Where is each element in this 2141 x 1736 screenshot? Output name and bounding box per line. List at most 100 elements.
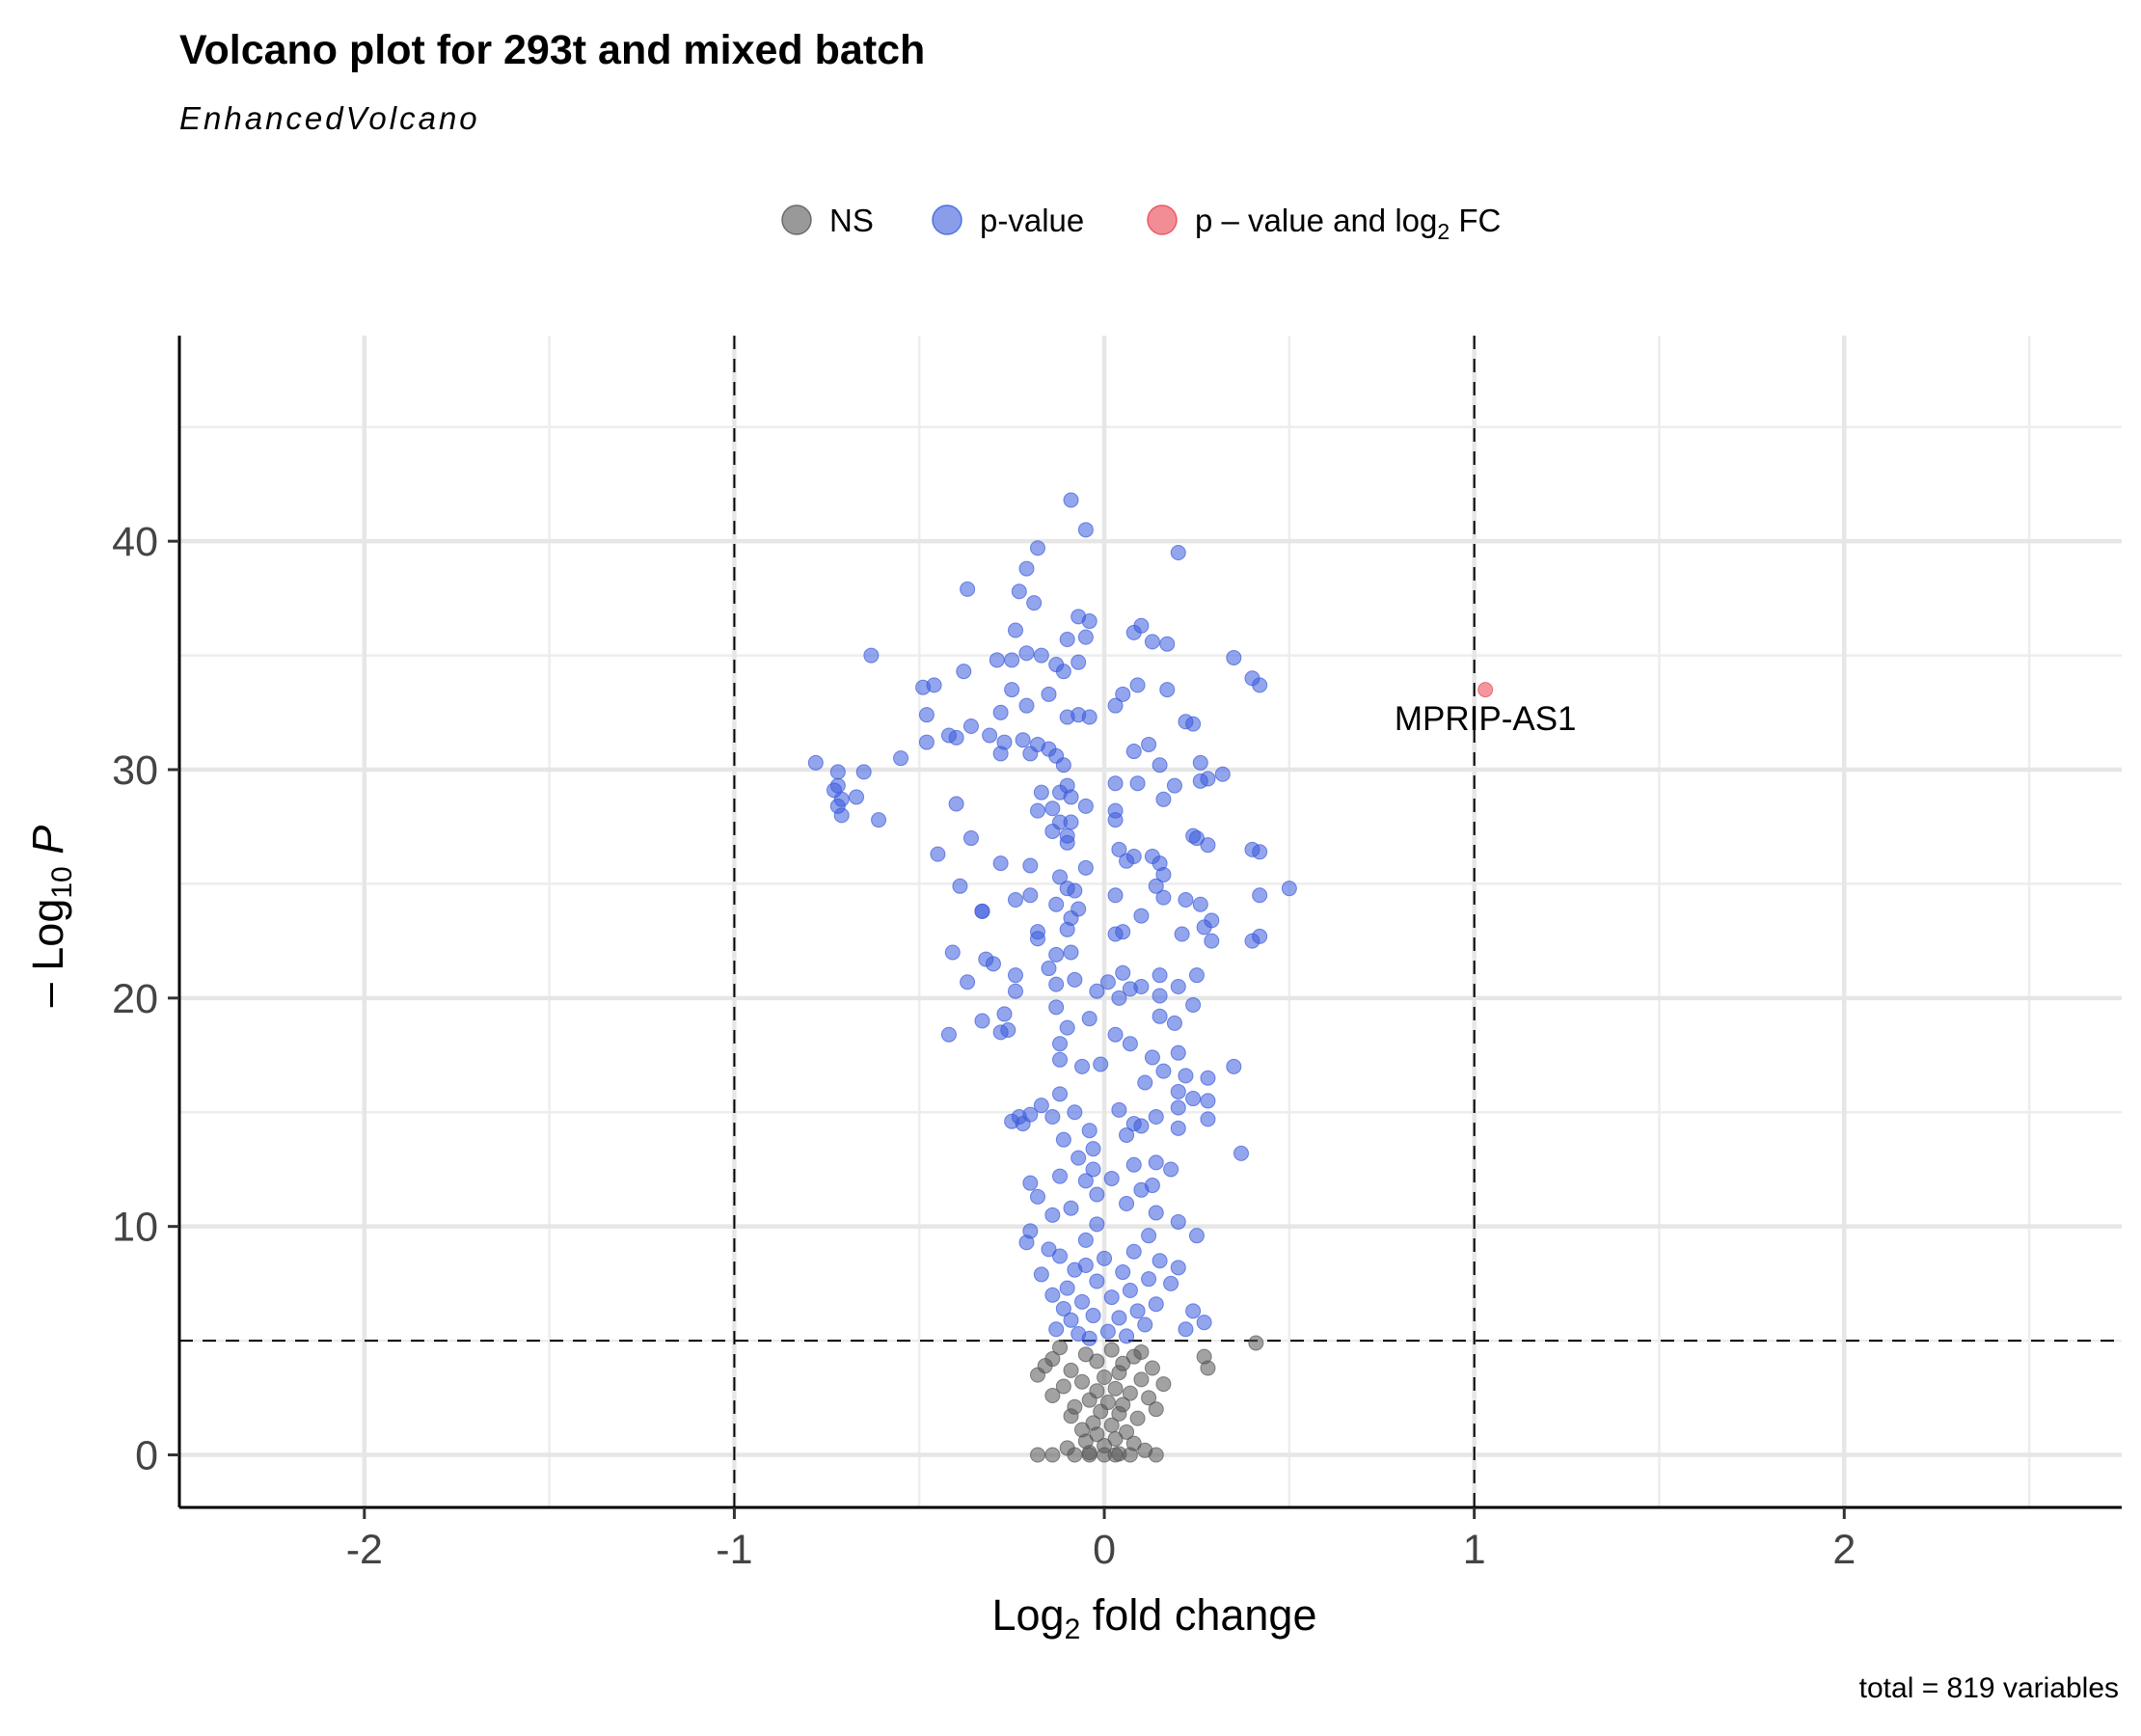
point-ns (1089, 1426, 1105, 1443)
point-p (1055, 1300, 1071, 1316)
point-p (1022, 746, 1039, 762)
point-p (1174, 926, 1190, 942)
point-p (1152, 1008, 1168, 1024)
point-p (1081, 1330, 1098, 1346)
point-p (1107, 926, 1124, 942)
point-p (1074, 1058, 1091, 1074)
point-p (1029, 1188, 1045, 1205)
point-p (1007, 967, 1023, 984)
point-p (1192, 754, 1208, 771)
point-ns (1044, 1447, 1061, 1463)
point-p (1170, 979, 1186, 994)
point-p (1044, 1287, 1061, 1303)
point-p (1067, 1104, 1083, 1121)
point-ns (1089, 1353, 1105, 1370)
point-p (974, 903, 990, 919)
point-ns (1144, 1360, 1160, 1376)
point-p (1004, 682, 1020, 698)
point-p (1070, 1150, 1087, 1166)
point-p (1119, 1126, 1135, 1143)
point-p (996, 1006, 1013, 1022)
point-p (1081, 1011, 1098, 1027)
point-p (918, 734, 935, 750)
point-p (989, 652, 1005, 668)
point-p (1048, 999, 1065, 1016)
point-p (1115, 964, 1131, 981)
point-p (1067, 882, 1083, 899)
point-p (1011, 583, 1027, 600)
point-p (1122, 1036, 1138, 1052)
point-p (1125, 1243, 1142, 1260)
point-p (807, 754, 824, 771)
point-p (833, 807, 850, 824)
point-ns (1107, 1430, 1124, 1447)
y-tick-label: 10 (112, 1205, 158, 1251)
legend: NS p-value p – value and log2 FC (781, 203, 1501, 244)
point-p (1133, 1181, 1150, 1198)
point-p (1048, 946, 1065, 963)
cutoff-lines (179, 336, 2122, 1507)
point-p (1148, 1296, 1164, 1313)
point-p (962, 830, 979, 847)
point-p (944, 944, 961, 961)
x-tick-label: 0 (1093, 1527, 1116, 1573)
point-p (956, 664, 972, 680)
point-p (1022, 887, 1039, 904)
point-ns (1200, 1360, 1216, 1376)
point-p (992, 704, 1009, 720)
chart-title: Volcano plot for 293t and mixed batch (179, 27, 925, 73)
point-p (1185, 996, 1202, 1013)
point-ns (1055, 1378, 1071, 1395)
point-ns (1125, 1348, 1142, 1365)
y-tick-label: 30 (112, 747, 158, 794)
point-p (1015, 732, 1031, 748)
point-p (1048, 976, 1065, 992)
point-p (1226, 1058, 1242, 1074)
point-p (1067, 971, 1083, 988)
point-p (915, 679, 932, 695)
point-p (1170, 1044, 1186, 1061)
point-p (1077, 859, 1094, 876)
point-p (1041, 961, 1057, 977)
point-ns (1111, 1365, 1127, 1381)
point-p (1196, 919, 1212, 936)
point-p (1052, 1168, 1069, 1184)
point-p (1170, 1260, 1186, 1276)
point-p (1063, 1200, 1079, 1216)
point-p (1048, 1321, 1065, 1338)
point-p (1129, 775, 1146, 792)
point-p (1200, 1111, 1216, 1127)
x-tick-label: -2 (346, 1527, 383, 1573)
point-p (1018, 560, 1035, 577)
point-p (1133, 908, 1150, 924)
legend-key-pfc (1147, 204, 1178, 235)
point-p (1074, 1293, 1091, 1310)
point-p (1018, 1234, 1035, 1251)
point-p (1107, 887, 1124, 904)
point-pfc (1477, 682, 1494, 698)
point-ns (1111, 1405, 1127, 1422)
point-p (1152, 757, 1168, 773)
point-ns (1103, 1417, 1120, 1433)
point-p (1099, 974, 1116, 990)
x-tick-label: -1 (716, 1527, 752, 1573)
point-p (1111, 1310, 1127, 1326)
point-p (1129, 1303, 1146, 1319)
y-axis-title: – Log10 P (23, 826, 78, 1008)
point-p (992, 1024, 1009, 1041)
point-ns (1129, 1410, 1146, 1426)
point-p (1192, 896, 1208, 912)
point-p (1192, 773, 1208, 789)
point-ns (1044, 1387, 1061, 1403)
point-p (1099, 1323, 1116, 1340)
point-p (1166, 1015, 1182, 1031)
legend-label-pfc: p – value and log2 FC (1195, 203, 1501, 244)
point-p (1063, 789, 1079, 805)
point-p (1141, 1228, 1157, 1244)
point-p (1103, 1170, 1120, 1186)
point-p (940, 1026, 957, 1043)
point-p (1059, 834, 1075, 851)
point-p (1089, 1273, 1105, 1289)
x-tick-label: 2 (1832, 1527, 1856, 1573)
